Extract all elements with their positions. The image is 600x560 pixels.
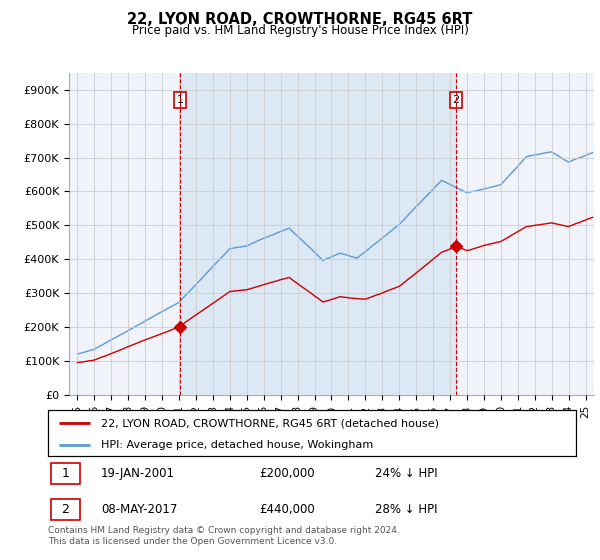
FancyBboxPatch shape [50, 463, 80, 484]
Bar [180, 73, 456, 395]
Text: HPI: Average price, detached house, Wokingham: HPI: Average price, detached house, Woki… [101, 440, 373, 450]
Text: 2: 2 [61, 503, 69, 516]
Text: 28% ↓ HPI: 28% ↓ HPI [376, 503, 438, 516]
FancyBboxPatch shape [50, 499, 80, 520]
Text: 24% ↓ HPI: 24% ↓ HPI [376, 467, 438, 480]
Text: 08-MAY-2017: 08-MAY-2017 [101, 503, 177, 516]
Text: 22, LYON ROAD, CROWTHORNE, RG45 6RT: 22, LYON ROAD, CROWTHORNE, RG45 6RT [127, 12, 473, 27]
Text: 1: 1 [176, 95, 184, 105]
Text: £200,000: £200,000 [259, 467, 315, 480]
Text: 2: 2 [452, 95, 460, 105]
Text: 22, LYON ROAD, CROWTHORNE, RG45 6RT (detached house): 22, LYON ROAD, CROWTHORNE, RG45 6RT (det… [101, 418, 439, 428]
Text: Price paid vs. HM Land Registry's House Price Index (HPI): Price paid vs. HM Land Registry's House … [131, 24, 469, 36]
Text: 19-JAN-2001: 19-JAN-2001 [101, 467, 175, 480]
Text: £440,000: £440,000 [259, 503, 315, 516]
Text: 1: 1 [61, 467, 69, 480]
Text: Contains HM Land Registry data © Crown copyright and database right 2024.
This d: Contains HM Land Registry data © Crown c… [48, 526, 400, 546]
